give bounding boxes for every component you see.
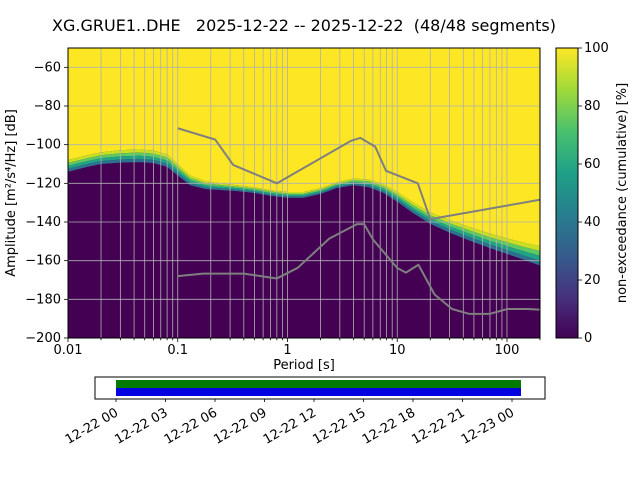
colorbar-tick-label: 40 bbox=[584, 215, 601, 230]
y-tick-label: −200 bbox=[25, 331, 61, 346]
colorbar-tick-label: 0 bbox=[584, 331, 592, 346]
timeline-tick-label: 12-22 00 bbox=[63, 405, 121, 447]
chart-layers: 0.01 0.1 1 10 100 −60 −80 −100 −120 −140 −160 −180 −… bbox=[25, 41, 609, 448]
timeline-tick-label: 12-22 18 bbox=[360, 405, 418, 447]
noise-model-curves bbox=[177, 127, 540, 315]
chart-title: XG.GRUE1..DHE 2025-12-22 -- 2025-12-22 (… bbox=[52, 16, 556, 35]
timeline-tick-label: 12-22 06 bbox=[162, 405, 220, 447]
axes-spine bbox=[67, 47, 541, 339]
ppsd-distribution bbox=[68, 48, 540, 338]
x-tick-label: 1 bbox=[283, 343, 291, 358]
colorbar-tick-label: 60 bbox=[584, 157, 601, 172]
y-tick-label: −60 bbox=[34, 60, 61, 75]
x-tick-label: 0.1 bbox=[167, 343, 188, 358]
timeline-coverage-bottom bbox=[116, 388, 521, 396]
y-tick-label: −120 bbox=[25, 176, 61, 191]
y-axis-label: Amplitude [m²/s⁴/Hz] [dB] bbox=[4, 109, 19, 277]
colorbar-label: non-exceedance (cumulative) [%] bbox=[615, 83, 630, 303]
timeline-coverage-top bbox=[116, 380, 521, 388]
grid-lines bbox=[68, 48, 540, 338]
timeline-tick-label: 12-22 21 bbox=[409, 405, 467, 447]
colorbar-tick-label: 80 bbox=[584, 99, 601, 114]
y-tick-label: −140 bbox=[25, 215, 61, 230]
nlnm-curve bbox=[177, 223, 540, 315]
x-axis-label: Period [s] bbox=[273, 358, 335, 373]
axis-ticks bbox=[64, 66, 541, 342]
y-tick-label: −180 bbox=[25, 292, 61, 307]
timeline-tick-label: 12-23 00 bbox=[459, 405, 517, 447]
colorbar-tick-label: 20 bbox=[584, 273, 601, 288]
timeline-tick-label: 12-22 15 bbox=[310, 405, 368, 447]
x-tick-label: 10 bbox=[389, 343, 406, 358]
timeline-tick-label: 12-22 12 bbox=[261, 405, 319, 447]
x-tick-label: 0.01 bbox=[54, 343, 83, 358]
y-tick-label: −80 bbox=[34, 99, 61, 114]
y-tick-label: −160 bbox=[25, 254, 61, 269]
x-tick-label: 100 bbox=[495, 343, 520, 358]
timeline-tick-label: 12-22 03 bbox=[112, 405, 170, 447]
y-tick-label: −100 bbox=[25, 138, 61, 153]
colorbar bbox=[556, 48, 578, 338]
nhnm-curve bbox=[177, 127, 540, 221]
colorbar-tick-label: 100 bbox=[584, 41, 609, 56]
timeline-tick-label: 12-22 09 bbox=[211, 405, 269, 447]
